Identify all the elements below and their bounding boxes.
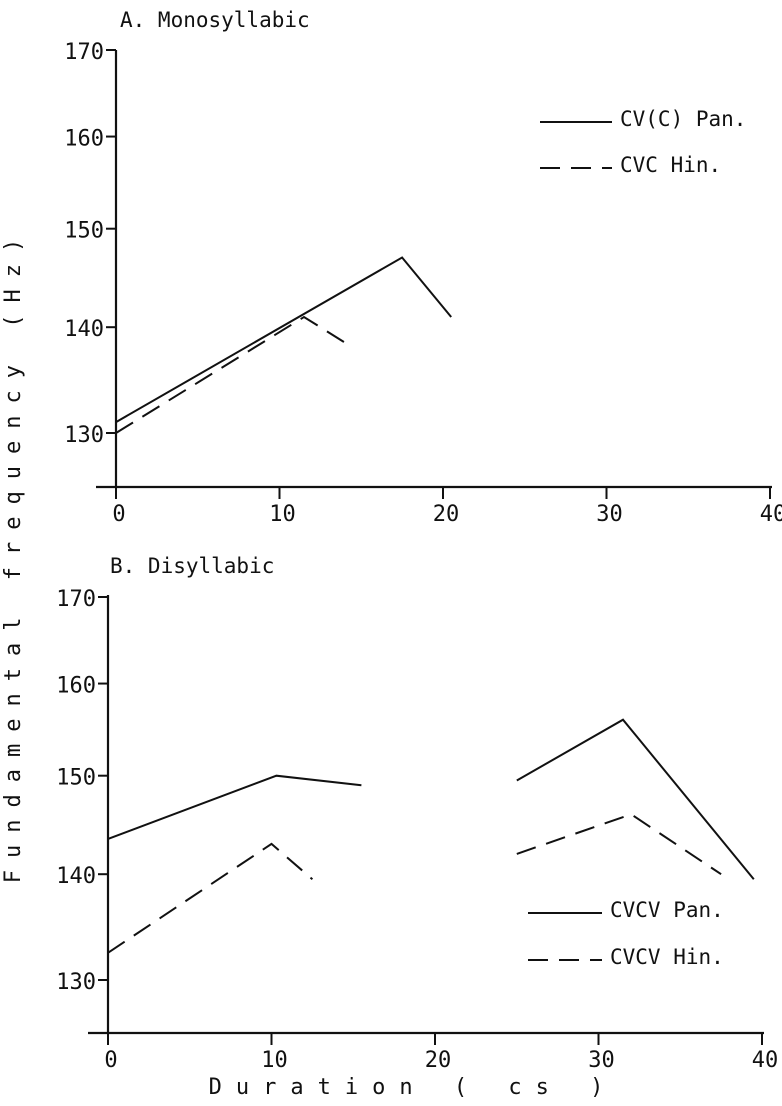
- y-tick-label: 130: [64, 423, 104, 448]
- x-tick-label: 20: [425, 1048, 452, 1073]
- series-line: [516, 813, 722, 876]
- y-tick-label: 140: [56, 864, 96, 889]
- x-tick-label: 20: [433, 502, 460, 527]
- x-tick-label: 0: [104, 1048, 117, 1073]
- series-line: [115, 315, 354, 434]
- y-axis-label: Fundamental frequency (Hz): [1, 227, 26, 883]
- x-tick-label: 10: [261, 1048, 288, 1073]
- series-hin: [107, 813, 722, 954]
- x-tick-label: 10: [269, 502, 296, 527]
- series-hin: [115, 315, 354, 434]
- y-tick-label: 140: [64, 317, 104, 342]
- series-line: [107, 774, 362, 840]
- series-line: [516, 718, 755, 880]
- legend-label: CVC Hin.: [620, 153, 721, 177]
- series-pan: [115, 256, 452, 423]
- x-tick-label: 40: [752, 1048, 779, 1073]
- legend-label: CVCV Hin.: [610, 945, 724, 969]
- x-tick-label: 40: [760, 502, 782, 527]
- series-line: [107, 842, 314, 954]
- panel-monosyllabic: A. Monosyllabic 130 140 150 160 170 0 10 20 30 40 C…: [64, 8, 782, 527]
- y-tick-label: 170: [56, 587, 96, 612]
- panel-title: A. Monosyllabic: [120, 8, 310, 32]
- x-tick-label: 30: [596, 502, 623, 527]
- x-tick-label: 0: [112, 502, 125, 527]
- legend-label: CV(C) Pan.: [620, 107, 746, 131]
- y-tick-label: 160: [64, 127, 104, 152]
- x-tick-label: 30: [588, 1048, 615, 1073]
- series-pan: [107, 718, 755, 880]
- x-axis-label: Duration ( cs ): [209, 1075, 618, 1100]
- y-tick-label: 130: [56, 970, 96, 995]
- y-tick-label: 160: [56, 674, 96, 699]
- y-tick-label: 170: [64, 40, 104, 65]
- series-line: [115, 256, 452, 423]
- legend-label: CVCV Pan.: [610, 898, 724, 922]
- panel-disyllabic: B. Disyllabic 130 140 150 160 170 0 10 20 30 40 CVC…: [56, 554, 778, 1073]
- panel-title: B. Disyllabic: [110, 554, 274, 578]
- y-tick-label: 150: [64, 219, 104, 244]
- y-tick-label: 150: [56, 766, 96, 791]
